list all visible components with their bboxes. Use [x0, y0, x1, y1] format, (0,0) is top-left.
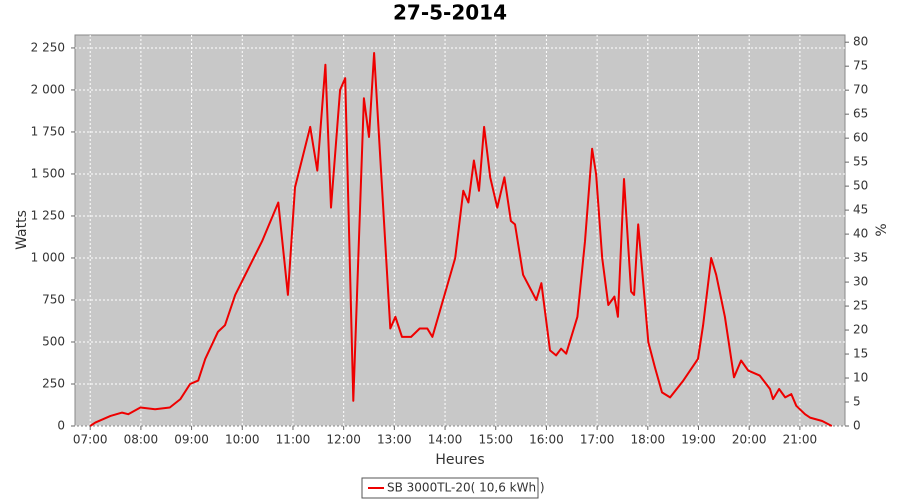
y-tick-label: 0	[57, 419, 65, 433]
legend	[361, 477, 539, 499]
x-tick-label: 13:00	[377, 433, 412, 447]
x-tick-label: 07:00	[73, 433, 108, 447]
y-tick-label: 1 250	[31, 208, 65, 222]
legend-label: SB 3000TL-20( 10,6 kWh )	[387, 481, 545, 495]
y2-tick-label: 10	[853, 371, 868, 385]
y2-tick-label: 80	[853, 35, 868, 49]
x-tick-label: 15:00	[478, 433, 513, 447]
y2-tick-label: 35	[853, 251, 868, 265]
y2-tick-label: 30	[853, 275, 868, 289]
y-tick-label: 2 250	[31, 40, 65, 54]
y-tick-label: 1 500	[31, 166, 65, 180]
x-axis-title: Heures	[435, 452, 484, 468]
x-tick-label: 21:00	[783, 433, 818, 447]
x-tick-label: 20:00	[732, 433, 767, 447]
x-tick-label: 10:00	[225, 433, 260, 447]
x-tick-label: 09:00	[174, 433, 209, 447]
y2-tick-label: 65	[853, 107, 868, 121]
x-tick-label: 16:00	[529, 433, 564, 447]
y-tick-label: 750	[42, 292, 65, 306]
y-tick-label: 250	[42, 376, 65, 390]
series-line	[89, 52, 833, 427]
chart-title: 27-5-2014	[393, 1, 507, 25]
x-tick-label: 19:00	[681, 433, 716, 447]
x-tick-label: 08:00	[124, 433, 159, 447]
x-tick-label: 14:00	[428, 433, 463, 447]
x-tick-label: 11:00	[276, 433, 311, 447]
x-tick-label: 17:00	[580, 433, 615, 447]
y2-tick-label: 0	[853, 419, 861, 433]
y-axis-title: Watts	[14, 210, 30, 250]
y2-tick-label: 55	[853, 155, 868, 169]
plot-area	[74, 34, 846, 427]
y2-tick-label: 70	[853, 83, 868, 97]
y2-tick-label: 40	[853, 227, 868, 241]
y2-tick-label: 60	[853, 131, 868, 145]
y2-tick-label: 75	[853, 59, 868, 73]
y2-tick-label: 20	[853, 323, 868, 337]
y2-tick-label: 25	[853, 299, 868, 313]
y2-tick-label: 5	[853, 395, 861, 409]
y2-tick-label: 45	[853, 203, 868, 217]
y2-tick-label: 50	[853, 179, 868, 193]
y2-tick-label: 15	[853, 347, 868, 361]
x-tick-label: 12:00	[326, 433, 361, 447]
y-tick-label: 2 000	[31, 82, 65, 96]
y-tick-label: 1 000	[31, 250, 65, 264]
y2-axis-title: %	[874, 223, 890, 236]
y-tick-label: 500	[42, 334, 65, 348]
x-tick-label: 18:00	[631, 433, 666, 447]
y-tick-label: 1 750	[31, 124, 65, 138]
